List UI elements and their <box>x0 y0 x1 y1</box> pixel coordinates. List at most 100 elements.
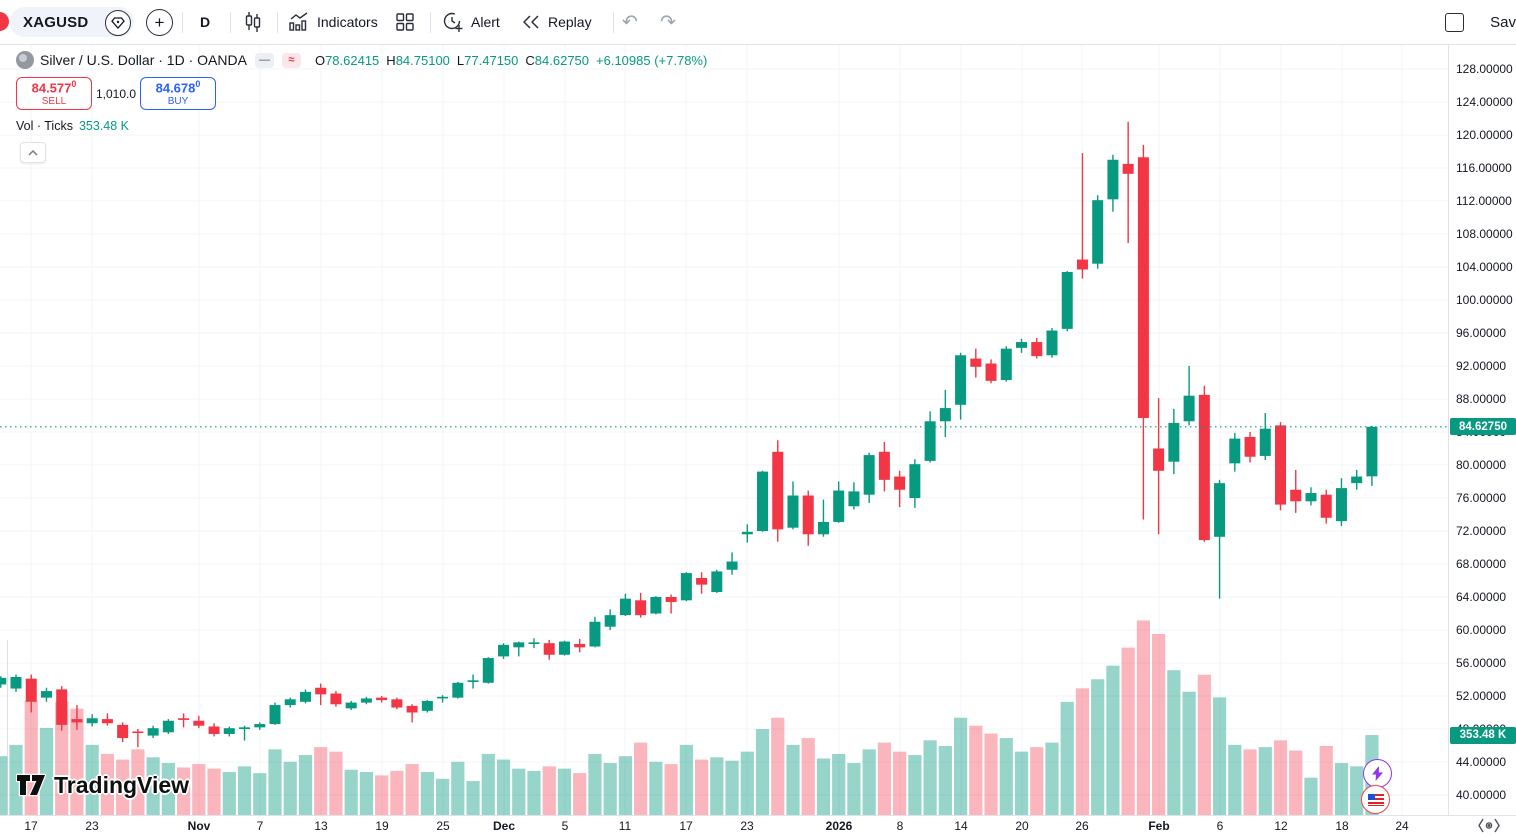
candle-body <box>726 561 738 570</box>
candle-body <box>193 720 205 726</box>
alert-button[interactable]: Alert <box>442 0 500 44</box>
volume-bar <box>116 759 130 815</box>
volume-bar <box>923 740 937 815</box>
compare-add-button[interactable]: + <box>146 0 173 44</box>
volume-bar <box>55 701 69 815</box>
time-tick-label: 17 <box>24 819 38 833</box>
volume-bar <box>664 764 678 815</box>
candle-body <box>1153 448 1165 471</box>
volume-bar <box>1197 674 1211 815</box>
candle-body <box>802 495 814 535</box>
timeframe-label: D <box>200 14 211 30</box>
volume-bar <box>253 773 267 815</box>
volume-bar <box>618 756 633 815</box>
layout-icon[interactable] <box>1445 12 1465 32</box>
volume-bar <box>862 749 876 815</box>
volume-bar <box>176 767 191 815</box>
watermark-text: TradingView <box>54 772 190 798</box>
redo-button[interactable]: ↷ <box>660 11 676 33</box>
separator <box>182 12 183 33</box>
save-button[interactable]: Sav <box>1490 13 1516 31</box>
candle-body <box>223 728 235 734</box>
candle-body <box>955 355 967 405</box>
axis-settings-icon[interactable] <box>1477 817 1501 834</box>
volume-bar <box>893 751 907 815</box>
high-value: 84.75100 <box>395 52 450 68</box>
grid-layout-button[interactable] <box>395 0 415 44</box>
volume-bar <box>1304 777 1318 815</box>
volume-bar <box>100 753 115 815</box>
replay-button[interactable]: Replay <box>521 0 592 44</box>
legend-minus-badge[interactable]: — <box>254 52 274 68</box>
chart-style-button[interactable] <box>242 0 264 44</box>
time-tick-label: 5 <box>561 819 569 833</box>
volume-bar <box>1014 751 1029 815</box>
candle-body <box>1198 394 1210 541</box>
price-tick-label: 60.00000 <box>1456 623 1507 637</box>
volume-bar <box>694 759 709 815</box>
replay-rewind-icon <box>523 15 539 29</box>
volume-bar <box>832 753 846 815</box>
symbol-search-button[interactable]: XAGUSD <box>10 7 134 37</box>
quantity-field[interactable]: 1,010.0 <box>92 77 140 110</box>
buy-button[interactable]: 84.6780 BUY <box>140 77 216 110</box>
volume-bar <box>1334 762 1349 815</box>
volume-label: Vol · Ticks <box>16 119 73 133</box>
time-tick-label: 25 <box>436 819 450 833</box>
candle-body <box>970 358 982 367</box>
symbol-name: XAGUSD <box>23 13 89 31</box>
volume-bar <box>390 770 404 815</box>
volume-bar <box>1136 620 1150 815</box>
timeframe-button[interactable]: D <box>200 0 210 44</box>
candle-body <box>25 678 37 702</box>
price-tick-label: 100.00000 <box>1456 293 1513 307</box>
candle-body <box>604 615 616 627</box>
time-tick-label: 14 <box>954 819 968 833</box>
volume-value: 353.48 K <box>78 119 130 133</box>
candle-body <box>1122 163 1134 174</box>
alert-label: Alert <box>471 14 500 30</box>
candle-body <box>1351 476 1363 484</box>
volume-bar <box>222 772 236 815</box>
price-tick-label: 128.00000 <box>1456 62 1513 76</box>
volume-bar <box>1091 679 1105 815</box>
symbol-title[interactable]: Silver / U.S. Dollar · 1D · OANDA <box>40 52 247 68</box>
symbol-diamond-icon[interactable] <box>105 10 131 36</box>
volume-bar <box>755 729 770 815</box>
candle-body <box>985 363 997 381</box>
volume-bar <box>314 747 328 815</box>
collapse-legend-button[interactable] <box>20 142 46 163</box>
top-toolbar: XAGUSD + D <box>0 0 1516 45</box>
time-tick-label: 8 <box>896 819 904 833</box>
candle-body <box>924 421 936 461</box>
price-axis[interactable]: 128.00000 124.00000 120.00000 116.00000 112.… <box>1448 44 1516 815</box>
price-tick-label: 76.00000 <box>1456 491 1507 505</box>
volume-indicator-row[interactable]: Vol · Ticks 353.48 K <box>16 119 129 133</box>
time-tick-label: 6 <box>1216 819 1224 833</box>
volume-bar <box>1060 701 1074 815</box>
volume-bar <box>481 753 495 815</box>
economic-event-us-flag-icon[interactable] <box>1361 785 1390 814</box>
volume-bar <box>649 761 663 815</box>
candle-body <box>817 521 829 535</box>
candle-body <box>1305 493 1317 502</box>
legend-approx-badge[interactable]: ≈ <box>281 52 301 68</box>
indicators-button[interactable]: Indicators <box>288 0 378 44</box>
time-axis[interactable]: 17 23 Nov 7 13 19 25 Dec 5 11 17 23 2026 8 14 20 26 Feb 6 1… <box>0 815 1516 837</box>
undo-button[interactable]: ↶ <box>622 11 638 33</box>
volume-bar <box>1258 747 1272 815</box>
price-tick-label: 88.00000 <box>1456 392 1507 406</box>
sell-button[interactable]: 84.5770 SELL <box>16 77 92 110</box>
candle-body <box>0 677 7 685</box>
volume-bar <box>268 749 282 815</box>
volume-bar <box>588 753 602 815</box>
candle-body <box>1031 342 1043 357</box>
candle-body <box>421 700 433 711</box>
volume-bar <box>847 762 861 815</box>
economic-event-bolt-icon[interactable] <box>1363 759 1392 788</box>
candle-body <box>1244 436 1256 457</box>
separator <box>430 12 431 33</box>
volume-bar <box>131 749 145 815</box>
